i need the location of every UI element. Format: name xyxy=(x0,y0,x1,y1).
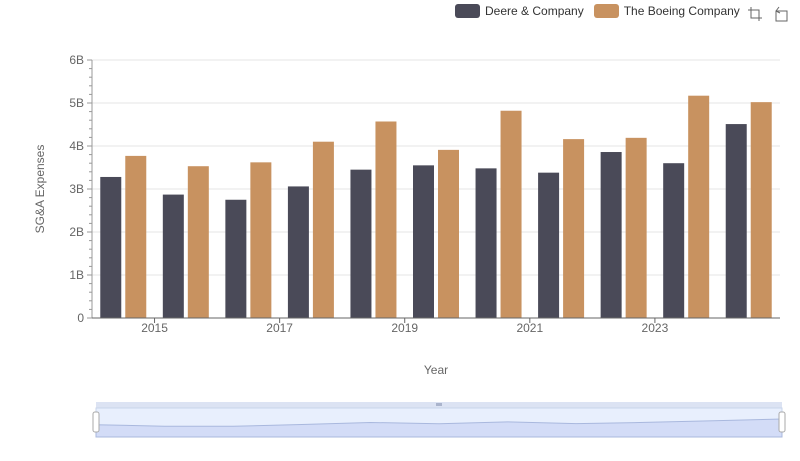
bar-deere-2021[interactable] xyxy=(538,172,560,318)
bar-deere-2022[interactable] xyxy=(600,152,622,318)
bar-boeing-2014[interactable] xyxy=(125,155,147,318)
legend-label-deere: Deere & Company xyxy=(485,4,584,18)
y-tick-label: 1B xyxy=(69,268,84,282)
bar-deere-2014[interactable] xyxy=(100,176,122,318)
legend-item-boeing[interactable]: The Boeing Company xyxy=(593,4,740,18)
bar-boeing-2021[interactable] xyxy=(563,139,585,318)
bars xyxy=(100,95,772,319)
bar-deere-2016[interactable] xyxy=(225,199,247,318)
zoom-preview-area xyxy=(95,418,783,438)
data-zoom-slider[interactable] xyxy=(92,402,786,438)
legend-item-deere[interactable]: Deere & Company xyxy=(455,4,584,18)
y-tick-label: 6B xyxy=(69,53,84,67)
y-tick-label: 4B xyxy=(69,139,84,153)
x-tick-label: 2019 xyxy=(391,321,418,335)
bar-deere-2024[interactable] xyxy=(725,124,747,318)
y-axis: 0 1B 2B 3B 4B 5B 6B xyxy=(69,53,93,325)
y-tick-label: 5B xyxy=(69,96,84,110)
zoom-handle-left[interactable] xyxy=(92,411,100,433)
x-tick-label: 2023 xyxy=(642,321,669,335)
bar-deere-2019[interactable] xyxy=(413,165,434,318)
x-tick-label: 2021 xyxy=(516,321,543,335)
restore-icon[interactable] xyxy=(773,6,789,22)
y-tick-label: 3B xyxy=(69,182,84,196)
bar-boeing-2023[interactable] xyxy=(688,95,710,318)
bar-boeing-2018[interactable] xyxy=(375,121,397,319)
bar-deere-2018[interactable] xyxy=(350,169,372,318)
y-tick-label: 0 xyxy=(77,311,84,325)
x-tick-label: 2017 xyxy=(266,321,293,335)
y-axis-label: SG&A Expenses xyxy=(33,145,47,234)
bar-boeing-2020[interactable] xyxy=(500,110,522,319)
legend-swatch-boeing xyxy=(593,4,619,18)
zoom-handle-right[interactable] xyxy=(778,411,786,433)
y-tick-label: 2B xyxy=(69,225,84,239)
zoom-icon[interactable] xyxy=(747,6,763,22)
legend: Deere & Company The Boeing Company xyxy=(455,4,740,18)
bar-boeing-2016[interactable] xyxy=(250,162,272,318)
legend-swatch-deere xyxy=(455,4,480,18)
bar-deere-2015[interactable] xyxy=(162,194,184,318)
bar-boeing-2015[interactable] xyxy=(187,166,209,318)
bar-boeing-2024[interactable] xyxy=(750,102,772,318)
x-axis-label: Year xyxy=(424,363,448,377)
zoom-drag-grip[interactable] xyxy=(436,403,442,406)
legend-label-boeing: The Boeing Company xyxy=(623,4,740,18)
x-axis: 2015 2017 2019 2021 2023 xyxy=(92,317,780,335)
bar-deere-2020[interactable] xyxy=(475,168,497,318)
x-tick-label: 2015 xyxy=(141,321,168,335)
bar-deere-2017[interactable] xyxy=(287,186,309,318)
bar-boeing-2022[interactable] xyxy=(625,137,647,318)
bar-boeing-2019[interactable] xyxy=(438,149,459,318)
bar-deere-2023[interactable] xyxy=(663,163,685,318)
bar-boeing-2017[interactable] xyxy=(312,141,334,318)
